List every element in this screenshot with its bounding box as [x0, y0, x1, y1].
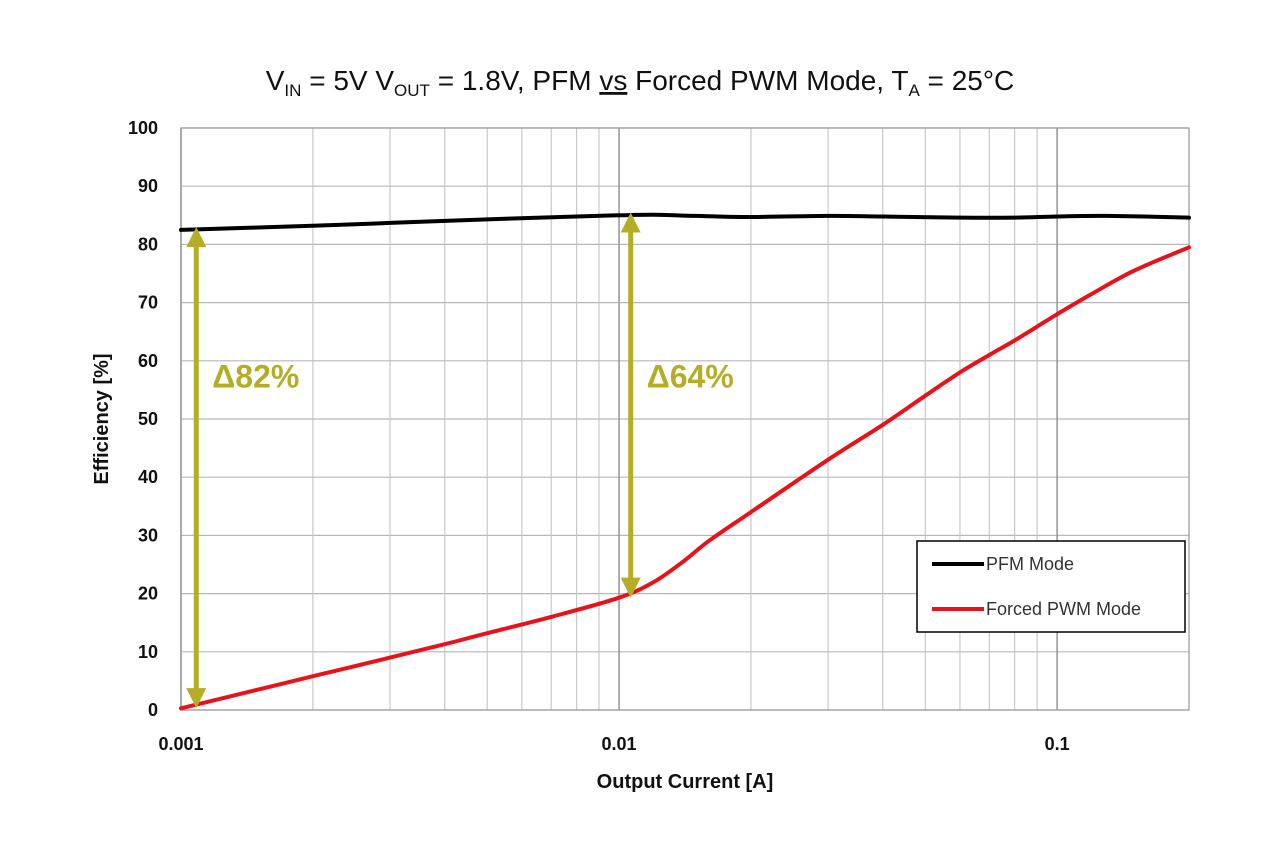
y-tick-label: 70 [138, 293, 158, 313]
legend-label-pfm-mode: PFM Mode [986, 554, 1074, 574]
delta-annotations: Δ82% Δ64% [186, 212, 734, 709]
y-tick-label: 10 [138, 642, 158, 662]
x-tick-label: 0.01 [602, 734, 637, 754]
y-tick-label: 30 [138, 525, 158, 545]
delta-label: Δ82% [212, 359, 299, 395]
y-axis-label: Efficiency [%] [91, 353, 113, 484]
y-tick-label: 0 [148, 700, 158, 720]
series-line-forced-pwm-mode [179, 245, 1191, 711]
y-tick-label: 100 [128, 118, 158, 138]
x-tick-label: 0.001 [158, 734, 203, 754]
y-tick-label: 50 [138, 409, 158, 429]
series-line-pfm-mode [179, 212, 1191, 232]
y-tick-label: 20 [138, 584, 158, 604]
legend-box [916, 540, 1186, 633]
plot-area-border [180, 127, 1190, 711]
legend-label-forced-pwm-mode: Forced PWM Mode [986, 599, 1141, 619]
x-tick-labels: 0.001 0.01 0.1 [158, 734, 1069, 754]
y-tick-labels: 0 10 20 30 40 50 60 70 80 90 100 [128, 118, 158, 720]
legend: PFM Mode Forced PWM Mode [916, 540, 1186, 633]
x-tick-label: 0.1 [1045, 734, 1070, 754]
data-series [179, 212, 1191, 711]
delta-label: Δ64% [647, 359, 734, 395]
x-axis-label: Output Current [A] [597, 771, 774, 793]
chart-title: VIN = 5V VOUT = 1.8V, PFM vs Forced PWM … [266, 65, 1015, 100]
y-tick-label: 40 [138, 467, 158, 487]
y-tick-label: 80 [138, 234, 158, 254]
y-tick-label: 60 [138, 351, 158, 371]
y-tick-label: 90 [138, 176, 158, 196]
